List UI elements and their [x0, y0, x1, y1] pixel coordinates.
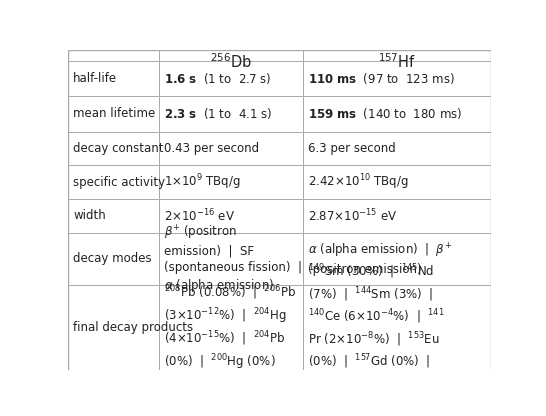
Bar [159, 50, 303, 74]
Bar [68, 50, 159, 74]
Bar [303, 285, 491, 370]
Bar [303, 61, 491, 97]
Text: $\mathbf{2.3}$ $\mathbf{s}$  (1 to  4.1 s): $\mathbf{2.3}$ $\mathbf{s}$ (1 to 4.1 s) [164, 106, 272, 121]
Bar [159, 61, 303, 97]
Text: width: width [73, 209, 106, 222]
Bar [303, 131, 491, 165]
Bar [68, 285, 159, 370]
Bar [68, 165, 159, 199]
Text: half-life: half-life [73, 72, 117, 85]
Text: final decay products: final decay products [73, 321, 193, 334]
Bar [159, 199, 303, 233]
Text: 0.43 per second: 0.43 per second [164, 142, 259, 155]
Text: $^{149}$Sm (30%)  |  $^{145}$Nd
(7%)  |  $^{144}$Sm (3%)  |
$^{140}$Ce (6×10$^{-: $^{149}$Sm (30%) | $^{145}$Nd (7%) | $^{… [308, 262, 444, 393]
Text: $2.42{\times}10^{10}$ TBq/g: $2.42{\times}10^{10}$ TBq/g [308, 172, 409, 192]
Bar [159, 131, 303, 165]
Text: $\mathbf{110}$ $\mathbf{ms}$  (97 to  123 ms): $\mathbf{110}$ $\mathbf{ms}$ (97 to 123 … [308, 71, 455, 86]
Bar [303, 97, 491, 131]
Bar [303, 50, 491, 74]
Bar [68, 61, 159, 97]
Text: $^{157}$Hf: $^{157}$Hf [378, 52, 416, 71]
Bar [159, 97, 303, 131]
Text: $2.87{\times}10^{-15}$ eV: $2.87{\times}10^{-15}$ eV [308, 208, 397, 224]
Bar [68, 233, 159, 285]
Text: $\beta^{+}$ (positron
emission)  |  SF
(spontaneous fission)  |
$\alpha$ (alpha : $\beta^{+}$ (positron emission) | SF (sp… [164, 223, 302, 295]
Text: specific activity: specific activity [73, 176, 165, 188]
Bar [159, 233, 303, 285]
Text: decay modes: decay modes [73, 253, 152, 265]
Text: $\mathbf{159}$ $\mathbf{ms}$  (140 to  180 ms): $\mathbf{159}$ $\mathbf{ms}$ (140 to 180… [308, 106, 462, 121]
Bar [159, 165, 303, 199]
Text: $^{256}$Db: $^{256}$Db [210, 52, 252, 71]
Bar [68, 97, 159, 131]
Bar [303, 165, 491, 199]
Text: mean lifetime: mean lifetime [73, 107, 156, 121]
Text: $^{208}$Pb (0.08%)  |  $^{206}$Pb
(3×10$^{-12}$%)  |  $^{204}$Hg
(4×10$^{-15}$%): $^{208}$Pb (0.08%) | $^{206}$Pb (3×10$^{… [164, 283, 296, 372]
Text: $\alpha$ (alpha emission)  |  $\beta^{+}$
(positron emission): $\alpha$ (alpha emission) | $\beta^{+}$ … [308, 242, 453, 276]
Text: $1{\times}10^{9}$ TBq/g: $1{\times}10^{9}$ TBq/g [164, 172, 241, 192]
Text: decay constant: decay constant [73, 142, 164, 155]
Text: 6.3 per second: 6.3 per second [308, 142, 396, 155]
Bar [68, 131, 159, 165]
Text: $2{\times}10^{-16}$ eV: $2{\times}10^{-16}$ eV [164, 208, 235, 224]
Bar [303, 233, 491, 285]
Bar [303, 199, 491, 233]
Bar [68, 199, 159, 233]
Bar [159, 285, 303, 370]
Text: $\mathbf{1.6}$ $\mathbf{s}$  (1 to  2.7 s): $\mathbf{1.6}$ $\mathbf{s}$ (1 to 2.7 s) [164, 71, 272, 86]
